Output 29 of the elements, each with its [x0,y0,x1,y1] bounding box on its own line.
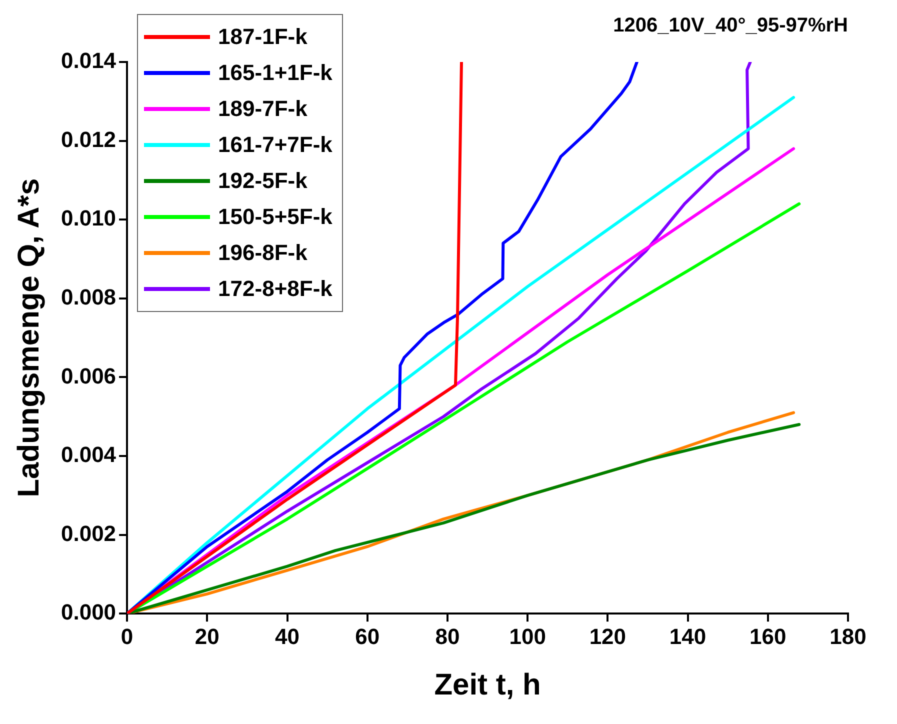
y-tick-label: 0.002 [60,520,116,546]
y-tick-label: 0.006 [60,363,116,388]
legend-label: 161-7+7F-k [218,132,332,158]
y-tick-label: 0.012 [60,126,116,152]
x-tick-label: 40 [275,624,300,649]
chart-title: 1206_10V_40°_95-97%rH [613,14,848,37]
x-tick-label: 160 [750,624,786,649]
legend-label: 150-5+5F-k [218,204,332,230]
x-tick-label: 80 [435,624,460,649]
legend-label: 196-8F-k [218,240,308,266]
x-tick-label: 0 [120,624,134,649]
y-tick-label: 0.010 [60,206,116,231]
legend-label: 187-1F-k [218,24,308,50]
legend-label: 192-5F-k [218,168,308,194]
y-tick-label: 0.000 [60,600,116,625]
legend-label: 165-1+1F-k [218,60,332,86]
x-tick-label: 60 [355,624,380,649]
x-tick-label: 180 [830,624,866,649]
y-axis-title: Ladungsmenge Q, A*s [12,178,46,498]
legend-label: 172-8+8F-k [218,276,332,302]
x-tick-label: 120 [589,624,626,649]
y-tick-label: 0.008 [60,284,116,310]
x-axis-title: Zeit t, h [434,668,541,702]
x-tick-label: 100 [509,624,546,649]
y-tick-label: 0.004 [60,442,117,468]
y-tick-label: 0.014 [60,48,117,74]
legend-label: 189-7F-k [218,96,308,122]
x-tick-label: 140 [669,624,706,649]
x-tick-label: 20 [194,624,220,649]
